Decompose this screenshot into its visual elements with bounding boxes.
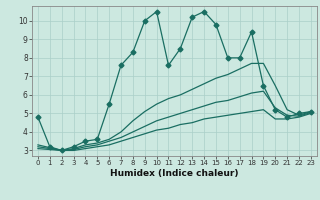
X-axis label: Humidex (Indice chaleur): Humidex (Indice chaleur) [110, 169, 239, 178]
